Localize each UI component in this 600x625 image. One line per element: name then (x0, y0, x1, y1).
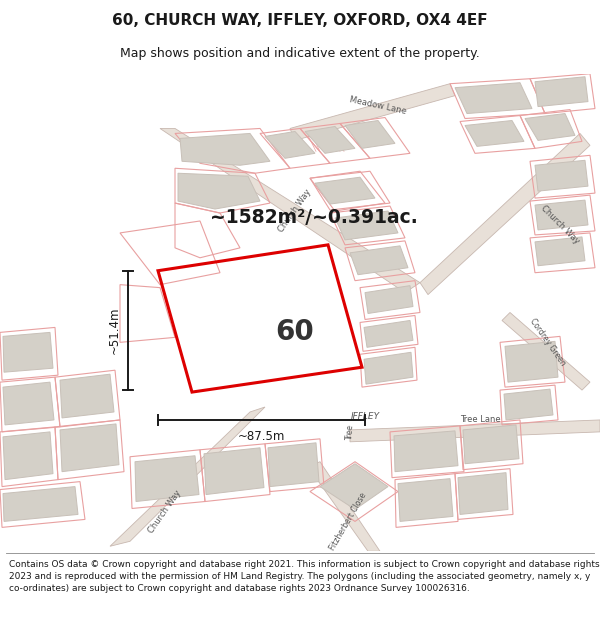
Polygon shape (420, 133, 590, 294)
Text: 60: 60 (275, 318, 314, 346)
Polygon shape (535, 200, 588, 230)
Text: IFFLEY: IFFLEY (350, 412, 380, 421)
Polygon shape (364, 352, 413, 384)
Polygon shape (335, 211, 398, 240)
Polygon shape (535, 77, 588, 107)
Polygon shape (398, 479, 453, 521)
Polygon shape (394, 431, 458, 472)
Text: Church Way: Church Way (277, 188, 313, 234)
Text: Tree: Tree (345, 424, 355, 440)
Polygon shape (60, 374, 114, 418)
Polygon shape (535, 160, 588, 191)
Polygon shape (290, 84, 455, 141)
Text: Cordrey Green: Cordrey Green (529, 317, 568, 368)
Polygon shape (180, 133, 270, 165)
Polygon shape (505, 341, 558, 382)
Polygon shape (463, 425, 519, 464)
Text: Fitzherbert Close: Fitzherbert Close (328, 491, 368, 552)
Text: ~51.4m: ~51.4m (108, 307, 121, 354)
Polygon shape (268, 443, 319, 487)
Polygon shape (178, 173, 260, 209)
Polygon shape (60, 424, 119, 472)
Polygon shape (458, 472, 508, 514)
Polygon shape (345, 121, 395, 148)
Polygon shape (110, 407, 265, 546)
Polygon shape (504, 389, 553, 420)
Polygon shape (350, 246, 408, 275)
Polygon shape (305, 126, 355, 153)
Polygon shape (364, 321, 413, 348)
Text: Tree Lane: Tree Lane (460, 416, 500, 424)
Polygon shape (502, 312, 590, 390)
Text: ~1582m²/~0.391ac.: ~1582m²/~0.391ac. (210, 209, 418, 227)
Text: 60, CHURCH WAY, IFFLEY, OXFORD, OX4 4EF: 60, CHURCH WAY, IFFLEY, OXFORD, OX4 4EF (112, 13, 488, 28)
Polygon shape (455, 82, 532, 114)
Polygon shape (465, 121, 524, 146)
Text: Church Way: Church Way (147, 488, 183, 535)
Polygon shape (320, 464, 388, 509)
Text: Meadow Lane: Meadow Lane (349, 95, 407, 116)
Text: Contains OS data © Crown copyright and database right 2021. This information is : Contains OS data © Crown copyright and d… (9, 560, 599, 592)
Text: ~87.5m: ~87.5m (238, 430, 285, 443)
Polygon shape (135, 456, 199, 501)
Polygon shape (315, 177, 375, 204)
Polygon shape (160, 129, 420, 292)
Text: Map shows position and indicative extent of the property.: Map shows position and indicative extent… (120, 47, 480, 59)
Polygon shape (3, 432, 53, 479)
Polygon shape (350, 420, 600, 442)
Polygon shape (204, 448, 264, 494)
Polygon shape (525, 114, 575, 141)
Polygon shape (535, 237, 585, 266)
Polygon shape (3, 332, 53, 372)
Polygon shape (265, 131, 315, 158)
Polygon shape (308, 462, 380, 551)
Text: Church Way: Church Way (539, 204, 581, 246)
Polygon shape (3, 487, 78, 521)
Polygon shape (3, 382, 54, 425)
Polygon shape (365, 286, 413, 314)
